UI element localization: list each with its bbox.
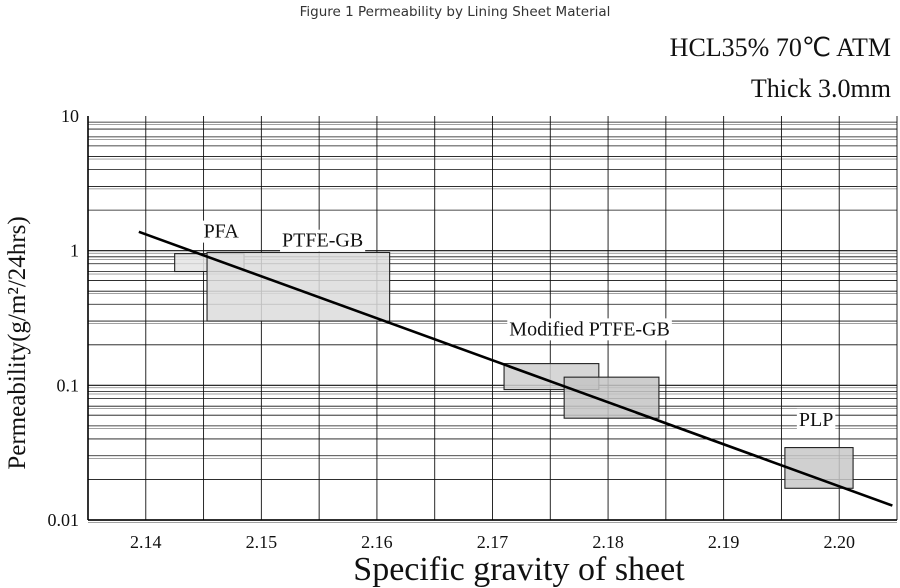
x-tick-labels: 2.14 2.15 2.16 2.17 2.18 2.19 2.20 bbox=[130, 532, 855, 552]
figure-title: Figure 1 Permeability by Lining Sheet Ma… bbox=[300, 4, 611, 20]
trend-line bbox=[138, 230, 893, 507]
region-label-background bbox=[280, 229, 366, 252]
region-label: PTFE-GB bbox=[282, 230, 363, 252]
region-plp bbox=[784, 447, 854, 489]
x-tick-label: 2.16 bbox=[361, 532, 393, 552]
y-tick-labels: 0.01 0.1 1 10 bbox=[48, 106, 80, 530]
y-tick-label: 10 bbox=[61, 106, 79, 126]
x-tick-label: 2.15 bbox=[246, 532, 278, 552]
y-tick-label: 1 bbox=[70, 241, 79, 261]
y-axis-label: Permeability(g/m²/24hrs) bbox=[4, 216, 31, 469]
region-label-background bbox=[507, 318, 672, 341]
y-tick-label: 0.1 bbox=[57, 375, 80, 395]
region-labels: PFA PTFE-GB Modified PTFE-GB PLP bbox=[201, 220, 836, 431]
plot-frame bbox=[87, 116, 897, 521]
x-tick-label: 2.17 bbox=[477, 532, 509, 552]
region-ptfe-gb bbox=[206, 251, 391, 322]
x-axis-label: Specific gravity of sheet bbox=[353, 551, 685, 588]
region-label-background bbox=[796, 408, 836, 431]
conditions-line-2: Thick 3.0mm bbox=[751, 74, 891, 103]
x-tick-label: 2.20 bbox=[823, 532, 855, 552]
grid-lines bbox=[87, 116, 898, 523]
x-tick-label: 2.19 bbox=[708, 532, 740, 552]
x-tick-label: 2.14 bbox=[130, 532, 162, 552]
region-box-3 bbox=[563, 376, 660, 419]
y-tick-label: 0.01 bbox=[48, 510, 80, 530]
trend-line-group bbox=[138, 230, 893, 507]
region-label: PLP bbox=[799, 409, 833, 431]
conditions-line-1: HCL35% 70℃ ATM bbox=[670, 33, 891, 62]
region-label: Modified PTFE-GB bbox=[509, 318, 670, 340]
x-tick-label: 2.18 bbox=[592, 532, 624, 552]
region-label-background bbox=[201, 220, 242, 243]
material-regions bbox=[174, 251, 854, 489]
region-label: PFA bbox=[204, 221, 240, 243]
